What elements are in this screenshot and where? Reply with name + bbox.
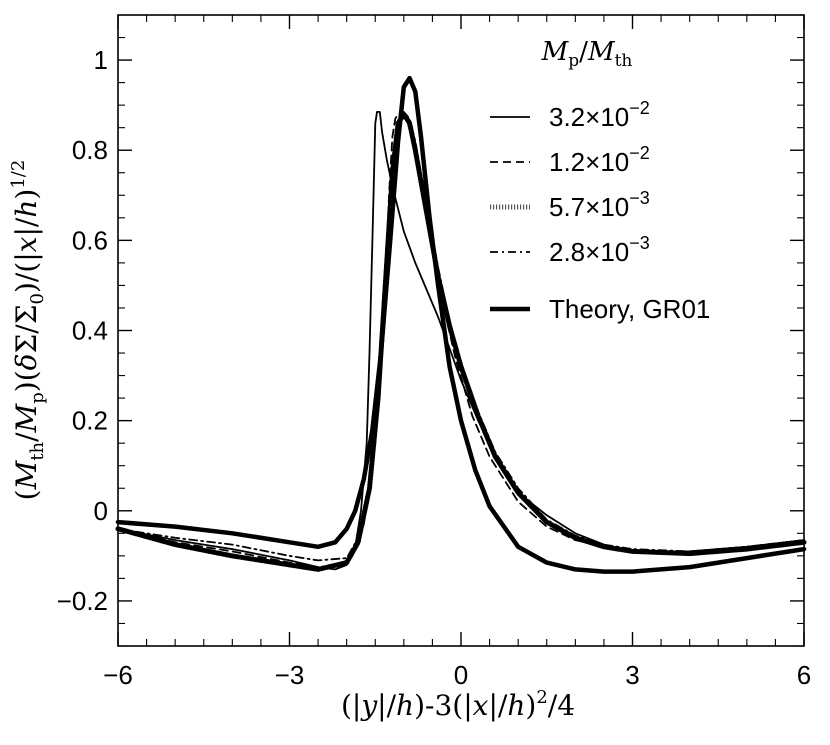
y-tick-label: 0.2 <box>72 406 108 436</box>
legend-label: 1.2×10−2 <box>549 143 650 177</box>
tick-labels: −6 −3 0 3 6 −0.2 0 0.2 0.4 0.6 0.8 1 <box>57 45 812 690</box>
plot-frame <box>117 14 805 647</box>
series-layer <box>115 75 807 574</box>
tick-marks <box>117 14 805 647</box>
legend-label: 3.2×10−2 <box>549 98 650 132</box>
y-tick-label: 0.8 <box>72 135 108 165</box>
series-line-5 <box>115 75 807 574</box>
series-line-1 <box>117 111 805 571</box>
x-tick-label: −6 <box>103 660 133 690</box>
legend-label: 2.8×10−3 <box>549 233 650 267</box>
legend-items: 3.2×10−2 1.2×10−2 5.7×10−3 2.8×10−3 Theory, … <box>490 98 710 324</box>
x-tick-label: 3 <box>625 660 639 690</box>
y-tick-label: 0.6 <box>72 225 108 255</box>
legend-label: 5.7×10−3 <box>549 188 650 222</box>
y-tick-label: 1 <box>94 45 108 75</box>
x-axis-label: (|y|/h)-3(|x|/h)2/4 <box>341 687 575 722</box>
y-tick-label: 0 <box>94 496 108 526</box>
y-tick-label: −0.2 <box>57 586 108 616</box>
series-line-3 <box>115 111 807 572</box>
x-tick-label: −3 <box>275 660 305 690</box>
legend-label: Theory, GR01 <box>549 294 710 324</box>
y-tick-label: 0.4 <box>72 316 108 346</box>
legend-title: Mp/Mth <box>541 37 633 71</box>
series-line-4 <box>117 111 805 562</box>
x-tick-label: 0 <box>454 660 468 690</box>
y-axis-label: (Mth/Mp)(δΣ/Σ0)/(|x|/h)1/2 <box>8 160 48 501</box>
x-tick-label: 6 <box>797 660 811 690</box>
legend: Mp/Mth 3.2×10−2 1.2×10−2 5.7×10−3 2.8×10−3 T… <box>490 37 710 324</box>
series-line-2 <box>117 113 805 568</box>
